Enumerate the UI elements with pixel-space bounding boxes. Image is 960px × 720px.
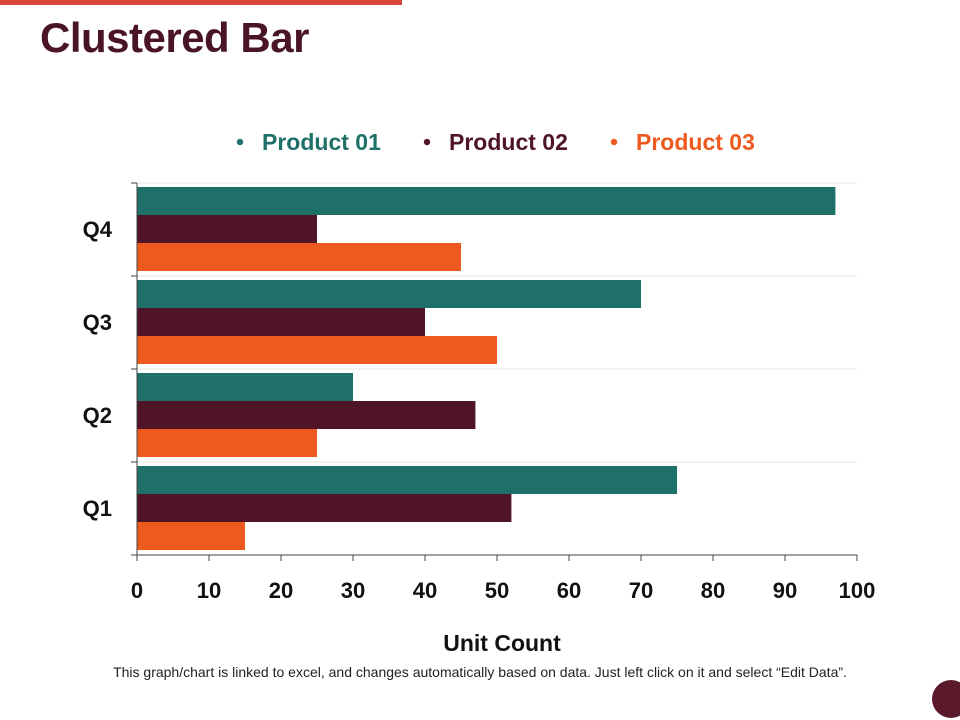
x-tick-label: 20 — [269, 578, 293, 603]
slide-title: Clustered Bar — [40, 14, 309, 61]
x-tick-label: 80 — [701, 578, 725, 603]
bar-q1-series-1[interactable] — [137, 466, 677, 494]
clustered-bar-chart[interactable]: Q1 Q2 Q3 Q4 0 10 20 30 40 50 60 70 80 90 100 Unit Count… — [0, 0, 960, 660]
x-tick-label: 0 — [131, 578, 143, 603]
x-tick-label: 50 — [485, 578, 509, 603]
x-axis-title: Unit Count — [443, 630, 561, 656]
legend-marker — [423, 138, 431, 146]
bar-q3-series-2[interactable] — [137, 308, 425, 336]
x-tick-label: 100 — [839, 578, 876, 603]
bar-q2-series-2[interactable] — [137, 401, 476, 429]
y-tick-label: Q4 — [83, 217, 113, 242]
corner-decoration — [932, 680, 960, 718]
x-tick-label: 10 — [197, 578, 221, 603]
x-tick-label: 30 — [341, 578, 365, 603]
bar-q4-series-3[interactable] — [137, 243, 461, 271]
y-tick-label: Q2 — [83, 403, 112, 428]
bar-q4-series-2[interactable] — [137, 215, 317, 243]
bar-q2-series-3[interactable] — [137, 429, 317, 457]
x-tick-label: 60 — [557, 578, 581, 603]
legend-label: Product 03 — [636, 129, 755, 155]
bar-q1-series-2[interactable] — [137, 494, 512, 522]
x-tick-label: 90 — [773, 578, 797, 603]
legend-marker — [236, 138, 244, 146]
y-tick-label: Q1 — [83, 496, 112, 521]
x-tick-label: 70 — [629, 578, 653, 603]
legend-label: Product 01 — [262, 129, 381, 155]
y-tick-label: Q3 — [83, 310, 112, 335]
bar-q3-series-3[interactable] — [137, 336, 497, 364]
bar-q4-series-1[interactable] — [137, 187, 836, 215]
bar-q3-series-1[interactable] — [137, 280, 641, 308]
bar-q2-series-1[interactable] — [137, 373, 353, 401]
legend-label: Product 02 — [449, 129, 568, 155]
legend-marker — [610, 138, 618, 146]
top-accent-bar — [0, 0, 402, 5]
x-tick-label: 40 — [413, 578, 437, 603]
bar-q1-series-3[interactable] — [137, 522, 245, 550]
chart-footnote: This graph/chart is linked to excel, and… — [113, 664, 847, 680]
